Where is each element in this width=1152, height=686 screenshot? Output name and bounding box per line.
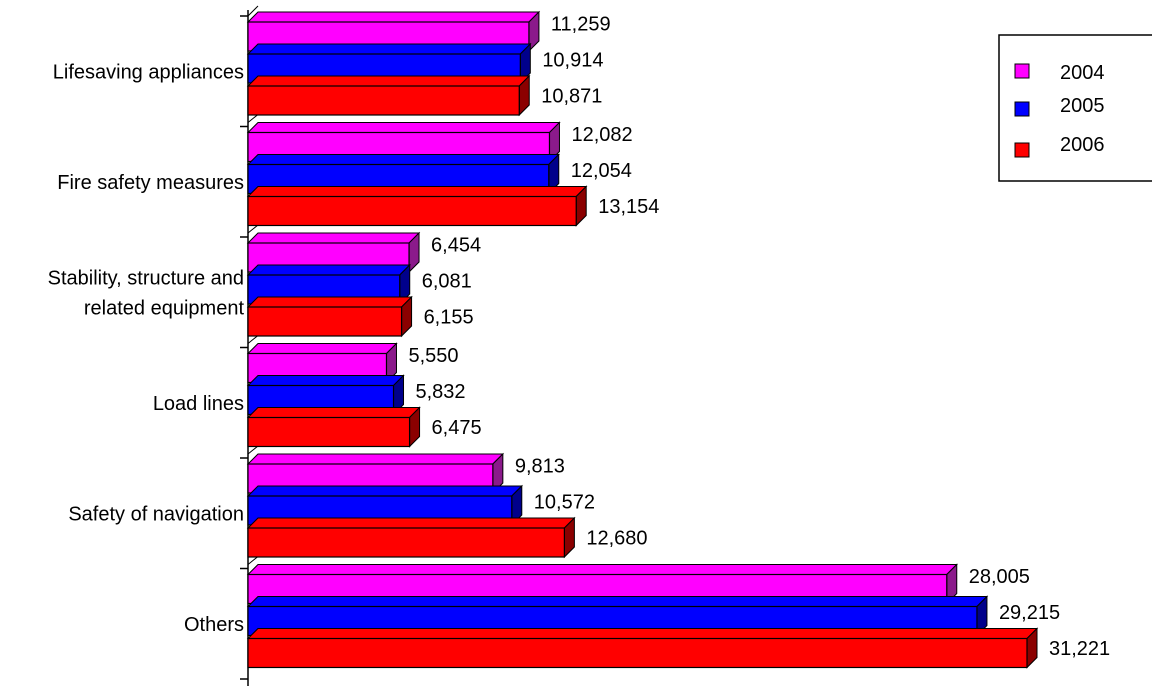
category-label: related equipment <box>84 297 245 319</box>
group-divider <box>247 114 259 123</box>
bar-2006 <box>247 306 403 337</box>
value-label: 10,871 <box>541 86 602 108</box>
value-label: 9,813 <box>515 456 565 478</box>
value-label: 11,259 <box>551 14 611 36</box>
bar-top-face <box>246 453 505 465</box>
value-label: 6,454 <box>431 235 481 257</box>
value-label: 6,081 <box>422 271 472 293</box>
bar-top-face <box>246 407 421 418</box>
bar-2006 <box>247 416 411 448</box>
value-label: 5,550 <box>408 345 458 367</box>
bar-2006 <box>247 195 577 227</box>
category-label: Safety of navigation <box>68 503 244 525</box>
axis <box>240 5 259 686</box>
bar-top-face <box>246 343 398 354</box>
legend-label-2005: 2005 <box>1060 95 1105 117</box>
bar-top-face <box>246 596 989 607</box>
value-label: 31,221 <box>1049 638 1110 660</box>
bar-top-face <box>246 43 532 55</box>
bar-top-face <box>246 154 560 165</box>
value-label: 5,832 <box>416 381 466 403</box>
legend-label-2006: 2006 <box>1060 134 1105 156</box>
bar-top-face <box>246 75 531 87</box>
bars <box>246 10 1039 669</box>
bar-top-face <box>246 375 405 386</box>
bar-top-face <box>246 485 523 497</box>
bar-top-face <box>246 296 413 308</box>
group-divider <box>247 224 259 234</box>
group-divider <box>247 445 259 455</box>
category-labels: Lifesaving appliances Fire safety measure… <box>48 61 245 636</box>
bar-top-face <box>246 122 561 133</box>
category-label: Load lines <box>153 393 244 415</box>
value-label: 28,005 <box>969 566 1030 588</box>
category-label: Stability, structure and <box>48 267 244 289</box>
category-label: Lifesaving appliances <box>53 61 244 83</box>
value-label: 29,215 <box>999 602 1060 624</box>
value-label: 12,680 <box>586 528 647 550</box>
bar-2006 <box>247 527 565 558</box>
bar-top-face <box>246 628 1039 639</box>
bar-2006 <box>247 637 1028 669</box>
bar-top-face <box>246 232 421 244</box>
value-label: 6,475 <box>432 417 482 439</box>
value-labels: 11,259 10,914 10,871 12,082 12,054 13,154 6,45… <box>408 14 1110 661</box>
value-label: 6,155 <box>424 307 474 329</box>
bar-top-face <box>246 264 411 276</box>
bar-2006 <box>247 85 520 116</box>
value-label: 12,054 <box>571 160 632 182</box>
category-label: Others <box>184 614 244 636</box>
legend: 2004 2005 2006 <box>998 34 1152 182</box>
value-label: 10,572 <box>534 492 595 514</box>
legend-label-2004: 2004 <box>1060 62 1105 84</box>
y-axis-depth-edge <box>247 5 259 17</box>
bar-top-face <box>246 186 588 197</box>
group-divider <box>247 556 259 565</box>
legend-swatch-2005 <box>1014 101 1030 117</box>
value-label: 10,914 <box>542 50 603 72</box>
legend-swatch-2004 <box>1014 63 1030 79</box>
bar-top-face <box>246 11 541 23</box>
group-divider <box>247 335 259 344</box>
category-label: Fire safety measures <box>57 172 244 194</box>
bar-top-face <box>246 517 576 529</box>
legend-swatch-2006 <box>1014 142 1030 158</box>
value-label: 12,082 <box>571 124 632 146</box>
value-label: 13,154 <box>598 196 659 218</box>
bar-top-face <box>246 564 958 575</box>
